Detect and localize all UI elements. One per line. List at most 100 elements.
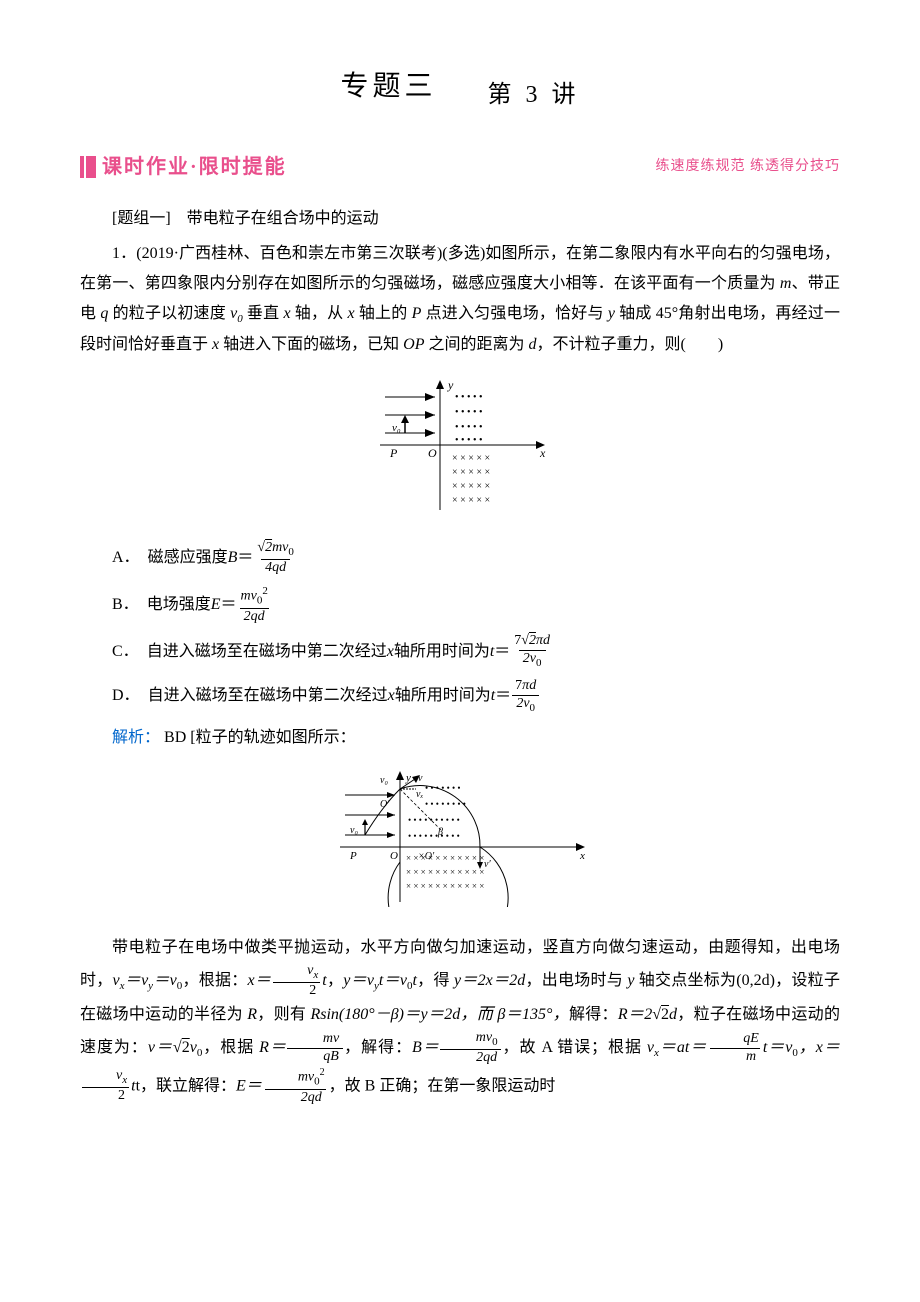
option-var-x: x xyxy=(387,637,394,667)
explain-text: 解得： xyxy=(569,1006,618,1023)
svg-text:× × × × ×: × × × × × xyxy=(452,481,490,492)
svg-text:v₀: v₀ xyxy=(350,825,358,836)
fig1-P-label: P xyxy=(389,446,398,460)
explain-text: ，得 xyxy=(417,972,454,989)
math: v＝√2v0 xyxy=(148,1039,202,1056)
option-label: B． xyxy=(112,590,139,620)
svg-text:v′: v′ xyxy=(484,859,491,870)
explain-text: ，解得： xyxy=(343,1039,412,1056)
math: vx＝vy＝v0 xyxy=(113,972,183,989)
explain-text: ，根据： xyxy=(182,972,247,989)
option-eq: ＝ xyxy=(495,681,511,711)
question-source: (2019·广西桂林、百色和崇左市第三次联考)(多选) xyxy=(136,245,485,262)
pink-bar-icon xyxy=(80,156,84,178)
option-B: B． 电场强度 E ＝ mv02 2qd xyxy=(112,585,840,625)
var-OP: OP xyxy=(403,336,424,353)
var-x: x xyxy=(348,305,355,322)
stem-text: 轴上的 xyxy=(355,305,412,322)
option-label: D． xyxy=(112,681,140,711)
fig1-O-label: O xyxy=(428,446,437,460)
math: R＝ xyxy=(259,1039,287,1056)
option-var: B xyxy=(228,543,238,573)
option-text: 自进入磁场至在磁场中第二次经过 xyxy=(147,637,387,667)
var-R: R xyxy=(310,1006,320,1023)
option-var-x: x xyxy=(388,681,395,711)
option-text: 磁感应强度 xyxy=(148,543,228,573)
svg-text:P: P xyxy=(349,850,357,862)
fraction: mv022qd xyxy=(262,1067,329,1106)
title-main: 专题三 xyxy=(340,71,436,102)
math: t＝v0，x＝ xyxy=(763,1039,840,1056)
stem-text: 点进入匀强电场，恰好与 xyxy=(421,305,607,322)
var-P: P xyxy=(412,305,422,322)
var-y: y xyxy=(608,305,615,322)
svg-text:× × × × ×: × × × × × xyxy=(452,467,490,478)
math: vx＝at＝ xyxy=(647,1039,707,1056)
stem-text: 垂直 xyxy=(243,305,284,322)
fraction: mvqB xyxy=(287,1031,343,1066)
option-text: 电场强度 xyxy=(147,590,211,620)
option-C: C． 自进入磁场至在磁场中第二次经过 x 轴所用时间为 t ＝ 7√2πd 2v… xyxy=(112,633,840,670)
fraction: 7√2πd 2v0 xyxy=(510,633,554,670)
option-eq: ＝ xyxy=(220,590,236,620)
math: y＝vyt＝v0t xyxy=(343,972,417,989)
explain-text: ， xyxy=(327,972,344,989)
fraction: vx2 xyxy=(80,1068,131,1105)
svg-text:O: O xyxy=(390,850,398,862)
question-number: 1． xyxy=(112,245,136,262)
question-stem: 1．(2019·广西桂林、百色和崇左市第三次联考)(多选)如图所示，在第二象限内… xyxy=(80,239,840,361)
math: sin(180°－β)＝y＝2d，而 β＝135°， xyxy=(320,1006,569,1023)
math: B＝ xyxy=(412,1039,440,1056)
page-title: 专题三 第 3 讲 xyxy=(80,60,840,118)
stem-text: 的粒子以初速度 xyxy=(108,305,230,322)
svg-text:× × × × ×: × × × × × xyxy=(452,453,490,464)
option-label: C． xyxy=(112,637,139,667)
fig1-v0-label: v₀ xyxy=(392,422,401,434)
svg-text:O′: O′ xyxy=(380,799,390,810)
explain-p1: 带电粒子在电场中做类平抛运动，水平方向做匀加速运动，竖直方向做匀速运动，由题得知… xyxy=(80,933,840,1107)
option-eq: ＝ xyxy=(494,637,510,667)
option-text: 轴所用时间为 xyxy=(394,637,490,667)
section-header: 课时作业·限时提能 练速度练规范 练透得分技巧 xyxy=(80,148,840,186)
explain-text: t，联立解得： xyxy=(136,1078,236,1095)
figure-1: y x v₀ P O • • • • • • • • • • • • • • •… xyxy=(80,375,840,526)
explain-text: ，出电场时与 xyxy=(525,972,627,989)
fraction: √2mv0 4qd xyxy=(253,540,298,577)
svg-text:x: x xyxy=(579,850,585,862)
option-D: D． 自进入磁场至在磁场中第二次经过 x 轴所用时间为 t ＝ 7πd 2v0 xyxy=(112,678,840,715)
math: x＝ xyxy=(248,972,272,989)
group-title: [题组一] 带电粒子在组合场中的运动 xyxy=(80,204,840,234)
stem-text: ，不计粒子重力，则( ) xyxy=(536,336,723,353)
svg-text:• • • • • • •: • • • • • • • xyxy=(425,783,461,793)
figure-2: y x v₀ P O v v₀ vₓ O′ β xyxy=(80,767,840,918)
explain-text: ，则有 xyxy=(257,1006,310,1023)
svg-text:• • • • • • • •: • • • • • • • • xyxy=(425,799,466,809)
option-label: A． xyxy=(112,543,140,573)
svg-text:• • • • •: • • • • • xyxy=(455,392,483,403)
option-text: 自进入磁场至在磁场中第二次经过 xyxy=(148,681,388,711)
svg-text:v₀: v₀ xyxy=(380,775,388,786)
fraction: vx2 xyxy=(271,963,322,1000)
explain-text: ，故 A 错误；根据 xyxy=(502,1039,647,1056)
fig2-svg: y x v₀ P O v v₀ vₓ O′ β xyxy=(330,767,590,907)
var-m: m xyxy=(780,275,792,292)
math: y＝2x＝2d xyxy=(454,972,525,989)
answer-label: 解析： xyxy=(112,729,160,746)
option-A: A． 磁感应强度 B ＝ √2mv0 4qd xyxy=(112,540,840,577)
svg-text:v: v xyxy=(418,773,423,784)
fig1-x-label: x xyxy=(539,446,546,460)
stem-text: 之间的距离为 xyxy=(424,336,528,353)
math: R＝2√2d xyxy=(618,1006,677,1023)
svg-text:• • • • •: • • • • • xyxy=(455,422,483,433)
option-text: 轴所用时间为 xyxy=(395,681,491,711)
section-title: 课时作业·限时提能 xyxy=(102,148,287,186)
explain-text: ，根据 xyxy=(202,1039,259,1056)
svg-text:• • • • • • • • • •: • • • • • • • • • • xyxy=(408,815,460,825)
fraction: 7πd 2v0 xyxy=(511,678,540,715)
answer-value: BD xyxy=(164,729,186,746)
fraction: mv02 2qd xyxy=(237,585,272,625)
svg-text:• • • • • • • • • •: • • • • • • • • • • xyxy=(408,831,460,841)
pink-bar-icon xyxy=(86,156,96,178)
stem-text: 轴，从 xyxy=(291,305,348,322)
fraction: qEm xyxy=(707,1031,763,1066)
